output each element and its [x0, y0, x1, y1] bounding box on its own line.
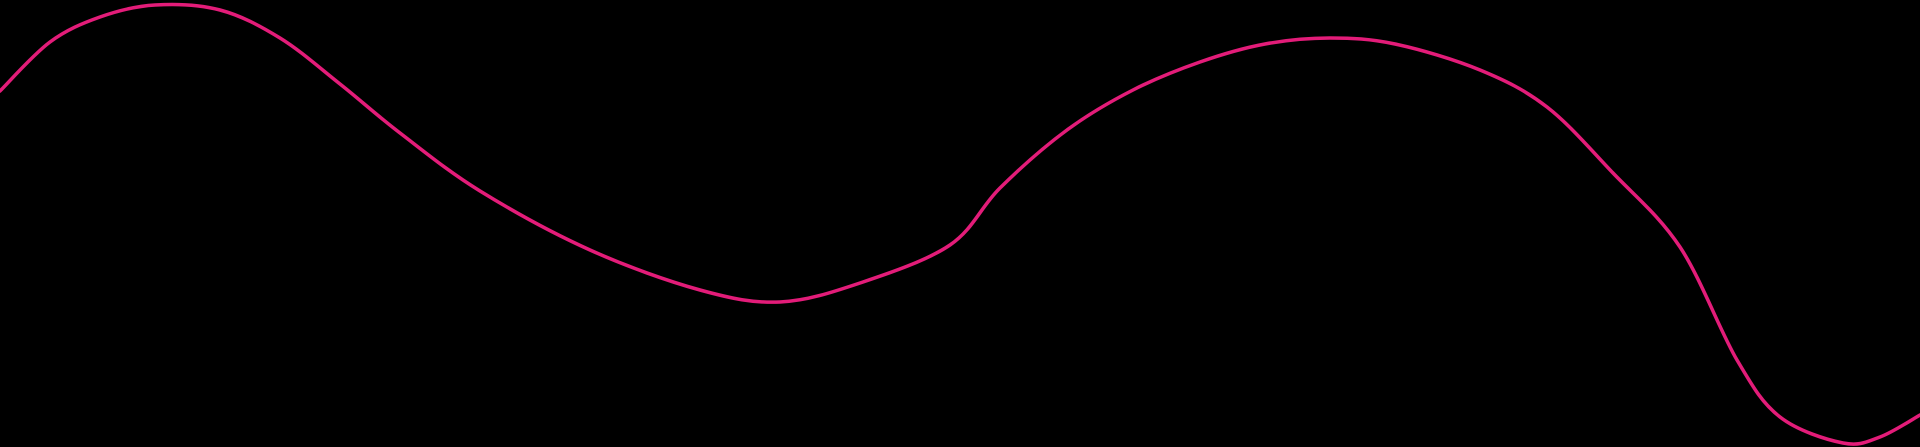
- canvas-background: [0, 2, 1920, 446]
- waveform-curve: [0, 2, 1920, 446]
- curve-canvas: [0, 2, 1920, 446]
